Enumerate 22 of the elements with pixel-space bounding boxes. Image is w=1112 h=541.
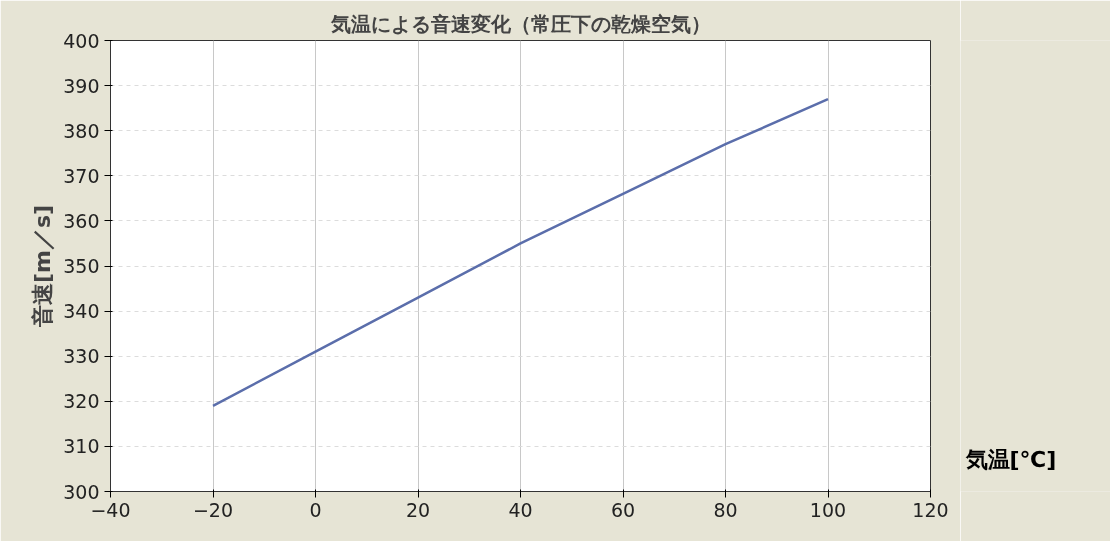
- x-tick-label: 40: [508, 498, 533, 521]
- x-tick-label: 80: [713, 498, 738, 521]
- x-tick-label: 60: [610, 498, 636, 521]
- x-tick-label: 120: [912, 498, 949, 521]
- x-tick-label: 100: [809, 498, 847, 521]
- x-axis-title: 気温[℃]: [964, 447, 1057, 473]
- y-tick-label: 370: [63, 164, 100, 187]
- y-tick-label: 400: [63, 29, 100, 52]
- line-series: [211, 97, 830, 408]
- y-tick-label: 320: [63, 390, 100, 413]
- x-tick-label: −20: [192, 498, 234, 521]
- y-axis-title: 音速[m／s]: [30, 204, 56, 329]
- y-tick-label: 310: [63, 435, 100, 458]
- y-tick-label: 350: [63, 255, 100, 277]
- y-tick-label: 340: [63, 300, 100, 323]
- x-tick-label: 20: [405, 498, 431, 521]
- y-tick-label: 390: [63, 74, 100, 97]
- y-tick-label: 380: [63, 119, 100, 142]
- y-tick-label: 360: [63, 209, 100, 232]
- y-tick-label: 330: [63, 345, 100, 368]
- x-tick-label: 0: [309, 498, 322, 521]
- chart-title: 気温による音速変化（常圧下の乾燥空気）: [329, 11, 711, 36]
